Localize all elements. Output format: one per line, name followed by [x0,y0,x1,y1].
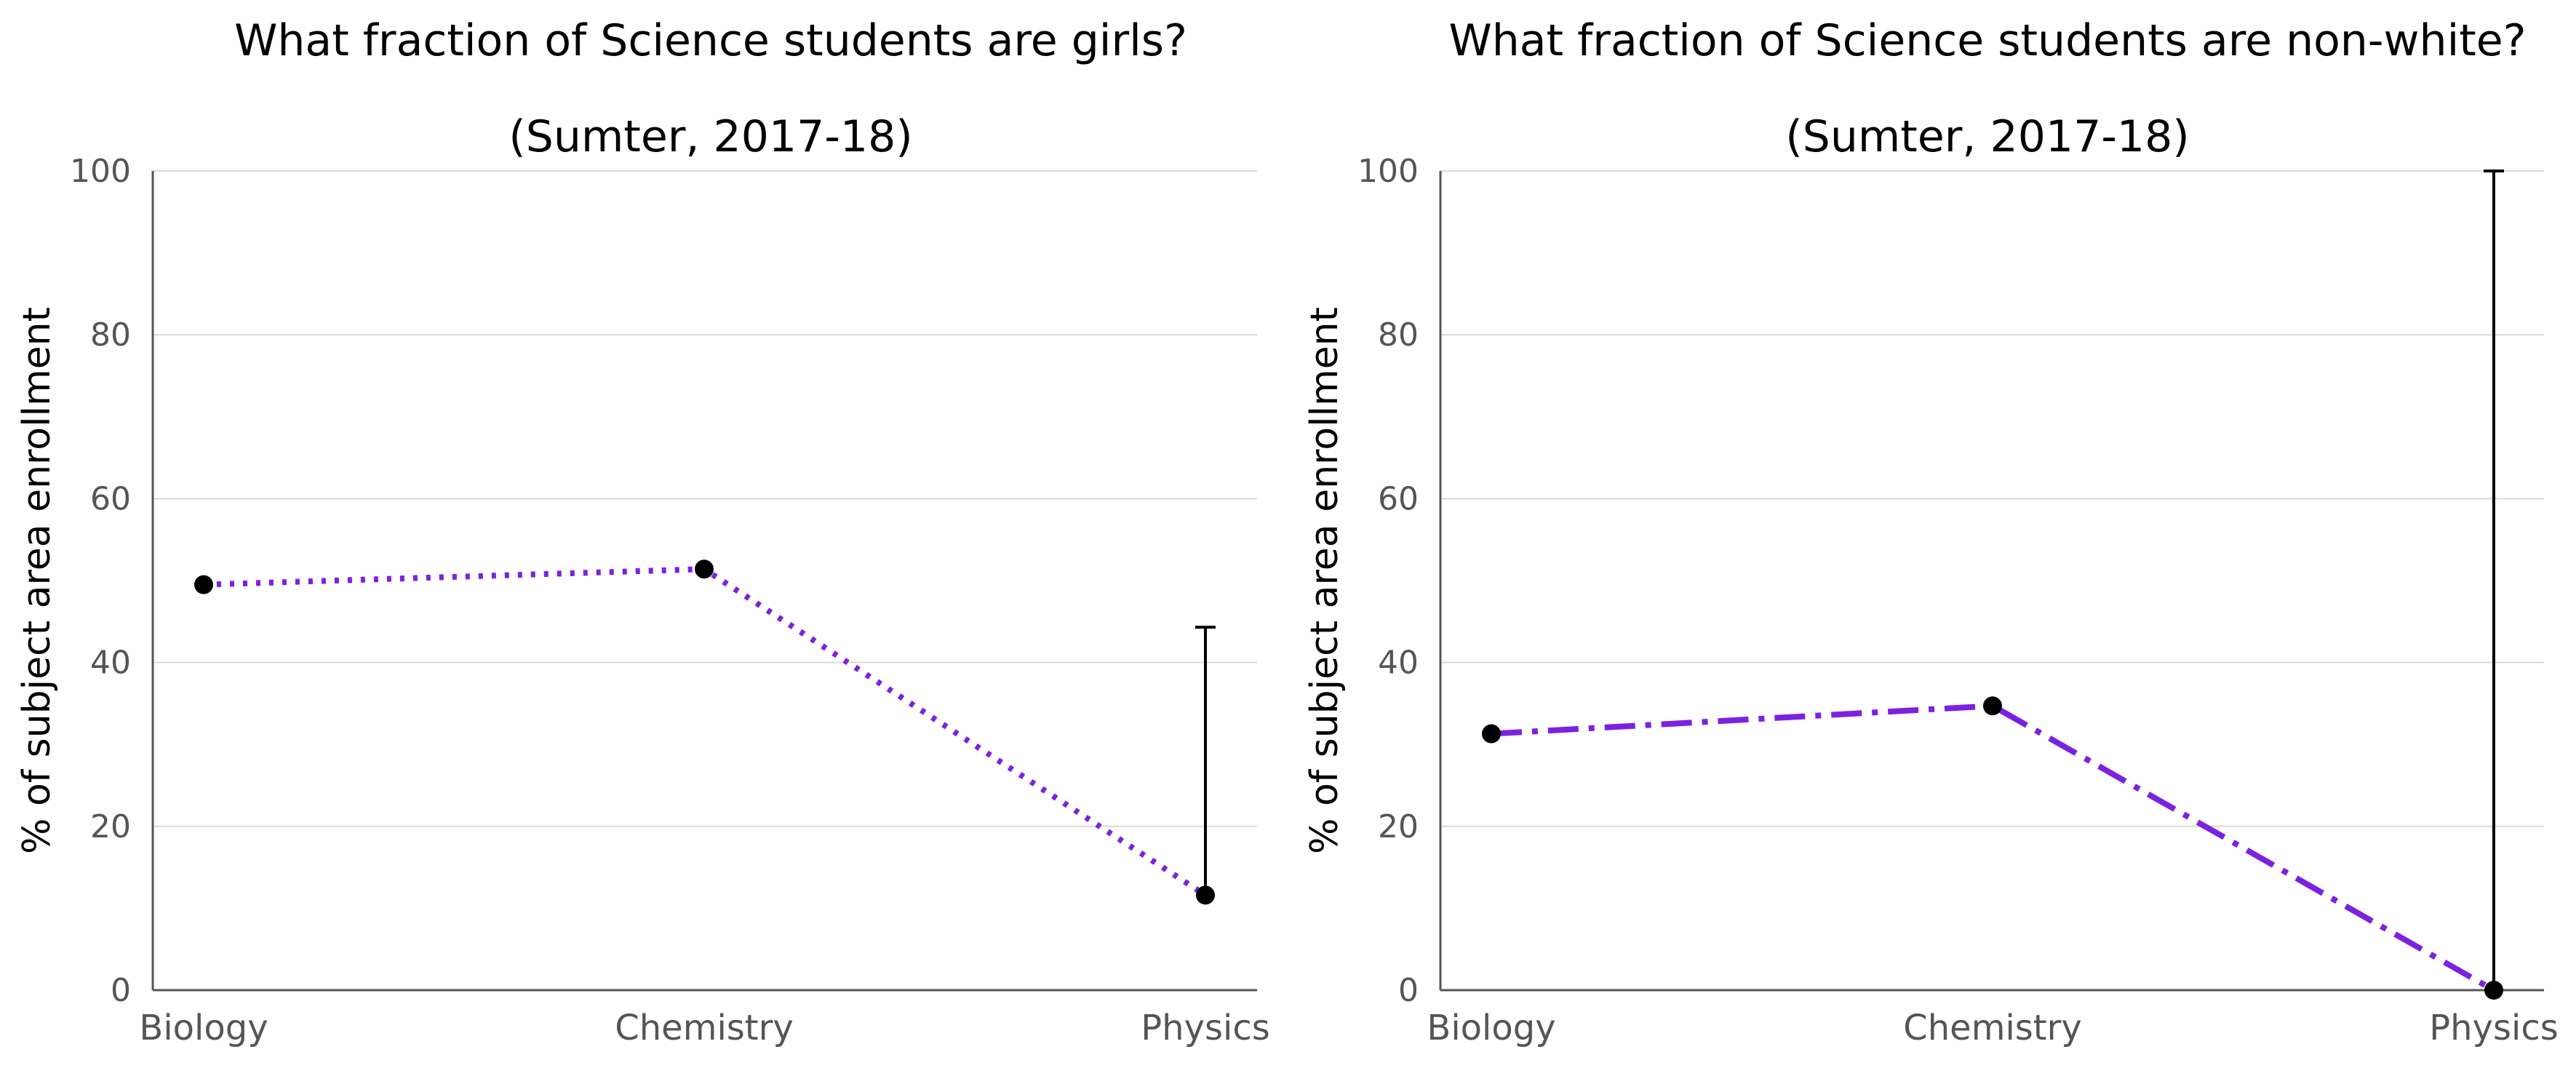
series-line [203,566,1208,898]
data-point [1482,724,1501,744]
y-tick-label: 100 [70,153,131,190]
y-tick-label: 40 [90,645,131,682]
y-axis-label: % of subject area enrollment [15,307,59,854]
y-tick-label: 20 [90,808,131,845]
y-tick-label: 60 [1378,480,1419,517]
y-tick-label: 60 [90,480,131,517]
x-tick-label: Physics [2429,1008,2559,1048]
chart-title: What fraction of Science students are no… [1448,15,2526,66]
y-tick-label: 0 [1398,972,1419,1009]
series-line [1491,703,2495,993]
chart-subtitle: (Sumter, 2017-18) [509,111,912,162]
chart-panel-non-white: What fraction of Science students are no… [1303,15,2559,1048]
y-tick-label: 20 [1378,808,1419,845]
x-tick-label: Biology [139,1008,268,1048]
x-tick-label: Chemistry [615,1008,794,1048]
data-point [194,575,213,594]
y-tick-label: 80 [90,316,131,354]
data-point [695,559,714,579]
y-tick-label: 0 [111,972,131,1009]
data-point [1983,696,2002,716]
chart-panel-girls: What fraction of Science students are gi… [15,15,1270,1048]
chart-title: What fraction of Science students are gi… [234,15,1187,66]
x-tick-label: Biology [1427,1008,1555,1048]
y-tick-label: 100 [1357,153,1419,190]
y-tick-label: 80 [1378,316,1419,354]
y-axis-label: % of subject area enrollment [1303,307,1347,854]
x-tick-label: Physics [1141,1008,1270,1048]
x-tick-label: Chemistry [1903,1008,2082,1048]
data-point [1196,885,1215,905]
chart-subtitle: (Sumter, 2017-18) [1785,111,2189,162]
data-point [2484,981,2503,1000]
y-tick-label: 40 [1378,645,1419,682]
